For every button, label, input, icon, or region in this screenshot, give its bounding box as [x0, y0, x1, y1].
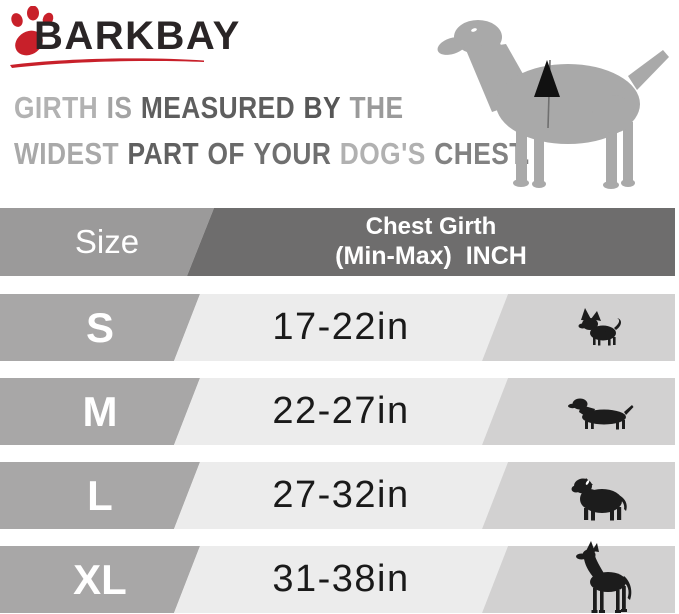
dog-girth-illustration	[437, 20, 669, 189]
headline-word: WIDEST	[14, 136, 120, 171]
icon-cell-l	[482, 462, 675, 529]
paw-icon	[11, 6, 54, 56]
logo-swoosh-underline	[10, 58, 204, 68]
dog-eye	[471, 28, 477, 32]
brand-logo: BARKBAY	[0, 0, 239, 80]
headline-word: OF	[207, 136, 245, 171]
headline-word: PART	[127, 136, 200, 171]
size-cell-l: L	[0, 462, 200, 529]
headline-line1: GIRTH IS MEASURED BY THE	[14, 90, 412, 126]
girth-cell-xl: 31-38in	[174, 546, 508, 613]
icon-cell-s	[482, 294, 675, 361]
headline-word: MEASURED	[140, 90, 296, 125]
dachshund-icon	[568, 398, 634, 430]
chihuahua-icon	[578, 308, 621, 346]
rottweiler-icon	[571, 478, 627, 521]
girth-cell-l: 27-32in	[174, 462, 508, 529]
column-header-size: Size	[0, 208, 214, 276]
headline-word: GIRTH	[14, 90, 99, 125]
headline-word: CHEST.	[434, 136, 531, 171]
size-cell-xl: XL	[0, 546, 200, 613]
size-cell-s: S	[0, 294, 200, 361]
column-header-girth: Chest Girth (Min-Max) INCH	[187, 208, 675, 276]
brand-name: BARKBAY	[34, 14, 241, 58]
headline-word: THE	[349, 90, 404, 125]
great-dane-icon	[576, 541, 632, 613]
icon-cell-m	[482, 378, 675, 445]
girth-header-line2: (Min-Max) INCH	[335, 242, 527, 270]
size-cell-m: M	[0, 378, 200, 445]
headline-word: DOG'S	[339, 136, 426, 171]
headline-line2: WIDEST PART OF YOUR DOG'S CHEST.	[14, 136, 539, 172]
girth-cell-m: 22-27in	[174, 378, 508, 445]
headline-word: YOUR	[253, 136, 332, 171]
girth-header-line1: Chest Girth	[365, 213, 497, 240]
girth-cell-s: 17-22in	[174, 294, 508, 361]
girth-arrow-icon	[534, 60, 560, 97]
headline-word: BY	[303, 90, 342, 125]
headline-word: IS	[106, 90, 133, 125]
